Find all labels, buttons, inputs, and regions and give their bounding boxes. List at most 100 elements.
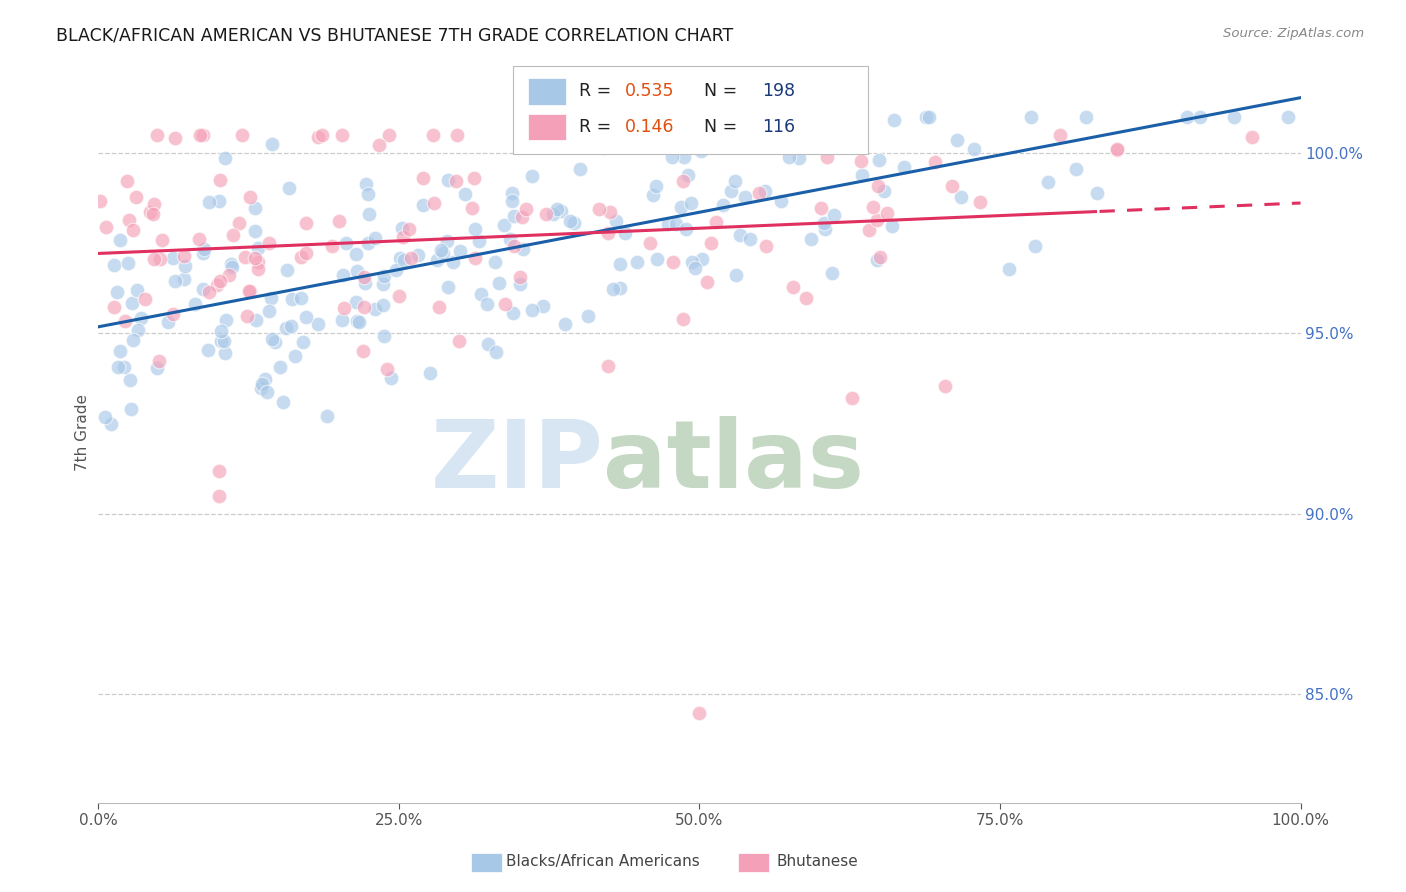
Point xyxy=(534,207,557,221)
Point xyxy=(245,224,267,238)
Point xyxy=(851,153,873,168)
Point xyxy=(142,207,165,221)
Point xyxy=(391,221,413,235)
Point xyxy=(208,194,231,208)
Point xyxy=(239,284,262,298)
Point xyxy=(645,178,668,193)
Point xyxy=(139,205,162,219)
Point xyxy=(311,128,333,142)
Point xyxy=(219,257,242,271)
Point xyxy=(321,239,343,253)
Point xyxy=(641,187,664,202)
Point xyxy=(485,345,508,359)
Point xyxy=(477,336,499,351)
Point xyxy=(295,246,318,260)
Point xyxy=(941,178,963,193)
Point xyxy=(543,207,565,221)
Point xyxy=(704,215,727,229)
Text: 0.535: 0.535 xyxy=(624,82,675,100)
Point xyxy=(94,409,117,424)
Point xyxy=(461,201,484,215)
Point xyxy=(571,110,593,124)
Point xyxy=(619,110,641,124)
Point xyxy=(755,239,778,253)
Point xyxy=(841,391,863,405)
Point xyxy=(103,301,125,315)
Point xyxy=(162,252,184,266)
Point xyxy=(208,489,231,503)
Text: 116: 116 xyxy=(762,118,796,136)
Point xyxy=(356,186,378,201)
Point xyxy=(221,260,243,275)
Point xyxy=(426,253,449,268)
Point xyxy=(724,174,747,188)
FancyBboxPatch shape xyxy=(513,66,868,153)
Point xyxy=(447,334,470,348)
Point xyxy=(346,294,368,309)
Point xyxy=(105,285,128,299)
Point xyxy=(392,252,415,267)
Point xyxy=(696,275,718,289)
Point xyxy=(208,464,231,478)
Point xyxy=(344,247,367,261)
Point xyxy=(631,118,654,132)
Point xyxy=(510,210,533,224)
Point xyxy=(419,366,441,380)
Point xyxy=(464,252,486,266)
Point xyxy=(142,197,165,211)
Point xyxy=(869,250,891,264)
Point xyxy=(858,223,880,237)
Point xyxy=(307,129,329,144)
Point xyxy=(787,151,810,165)
Point xyxy=(1024,239,1046,253)
Point xyxy=(127,323,149,337)
Point xyxy=(550,204,572,219)
Point xyxy=(214,346,236,360)
Point xyxy=(129,310,152,325)
Point xyxy=(239,190,262,204)
Point xyxy=(271,395,294,409)
Point xyxy=(250,381,273,395)
Point xyxy=(851,168,873,182)
Point xyxy=(862,200,884,214)
Point xyxy=(782,279,804,293)
Point xyxy=(254,372,277,386)
Point xyxy=(997,261,1019,276)
Point xyxy=(477,297,499,311)
Point xyxy=(209,274,232,288)
Point xyxy=(294,216,316,230)
Point xyxy=(558,213,581,227)
Point xyxy=(946,133,969,147)
Point xyxy=(112,359,135,374)
Point xyxy=(671,312,693,326)
Point xyxy=(596,359,619,373)
Point xyxy=(690,144,713,158)
Point xyxy=(276,263,298,277)
Point xyxy=(193,283,215,297)
Point xyxy=(605,214,627,228)
Point xyxy=(494,296,516,310)
Point xyxy=(391,230,413,244)
Point xyxy=(1105,142,1128,156)
Point xyxy=(373,277,395,291)
Point xyxy=(569,161,592,176)
Point xyxy=(1277,110,1299,124)
Point xyxy=(624,110,647,124)
Point xyxy=(562,216,585,230)
Point xyxy=(724,268,747,283)
Point xyxy=(183,296,205,310)
Point xyxy=(449,244,471,259)
Y-axis label: 7th Grade: 7th Grade xyxy=(75,394,90,471)
Point xyxy=(373,268,395,283)
Point xyxy=(330,313,353,327)
Point xyxy=(502,305,524,319)
Point xyxy=(614,226,637,240)
Point xyxy=(1241,129,1264,144)
Point xyxy=(934,379,956,393)
Point xyxy=(868,178,890,193)
Text: BLACK/AFRICAN AMERICAN VS BHUTANESE 7TH GRADE CORRELATION CHART: BLACK/AFRICAN AMERICAN VS BHUTANESE 7TH … xyxy=(56,27,734,45)
Point xyxy=(1049,128,1071,142)
Point xyxy=(188,128,211,142)
Point xyxy=(446,128,468,142)
Point xyxy=(437,173,460,187)
